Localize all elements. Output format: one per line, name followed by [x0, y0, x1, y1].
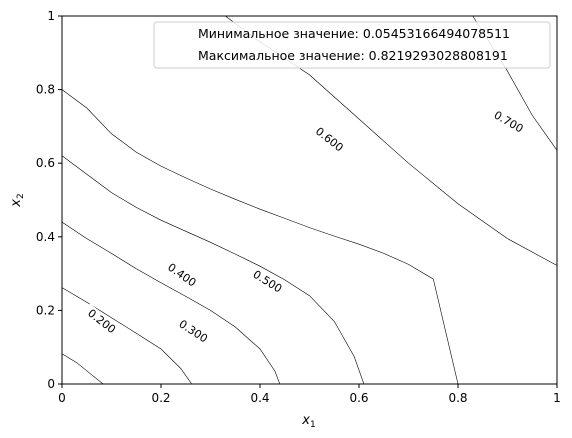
contour-label-gap-0 [81, 303, 122, 340]
y-axis-ticks: 0 0.2 0.4 0.6 0.8 1 [36, 9, 62, 391]
contour-label-gap-5 [487, 105, 530, 139]
contour-label-5: 0.700 [492, 108, 526, 135]
x-tick-label-5: 1 [553, 391, 561, 405]
legend-entry-max: Максимальное значение: 0.821929302880819… [198, 48, 508, 63]
contour-label-gap-4 [309, 121, 350, 158]
legend-entry-min: Минимальное значение: 0.0545316649407851… [198, 26, 510, 41]
contour-lines [61, 15, 558, 385]
contour-line-2 [61, 221, 281, 385]
contour-line-0 [61, 353, 104, 385]
contour-line-1 [61, 287, 192, 385]
contour-label-0: 0.200 [85, 307, 118, 337]
x-tick-label-4: 0.8 [448, 391, 467, 405]
contour-label-1: 0.300 [176, 317, 209, 345]
plot-frame [61, 15, 558, 385]
legend-box [153, 21, 551, 69]
y-tick-label-3: 0.6 [36, 156, 55, 170]
x-axis-label: x1 [301, 413, 315, 430]
contour-label-4: 0.600 [313, 125, 346, 155]
contour-label-3: 0.500 [251, 268, 285, 296]
x-tick-label-2: 0.4 [250, 391, 269, 405]
contour-label-gap-2 [161, 257, 203, 293]
contour-label-gap-1 [172, 314, 214, 349]
x-tick-label-0: 0 [58, 391, 66, 405]
y-tick-label-1: 0.2 [36, 303, 55, 317]
x-tick-label-3: 0.6 [349, 391, 368, 405]
y-tick-label-0: 0 [47, 377, 55, 391]
contour-line-3 [61, 155, 365, 385]
y-tick-label-4: 0.8 [36, 83, 55, 97]
contour-label-gap-3 [246, 265, 289, 299]
x-tick-label-1: 0.2 [151, 391, 170, 405]
contour-line-4 [61, 89, 459, 385]
legend: Минимальное значение: 0.0545316649407851… [153, 21, 551, 69]
x-axis-ticks: 0 0.2 0.4 0.6 0.8 1 [58, 384, 561, 405]
y-tick-label-5: 1 [47, 9, 55, 23]
y-axis-label: x2 [9, 193, 26, 207]
y-tick-label-2: 0.4 [36, 230, 55, 244]
